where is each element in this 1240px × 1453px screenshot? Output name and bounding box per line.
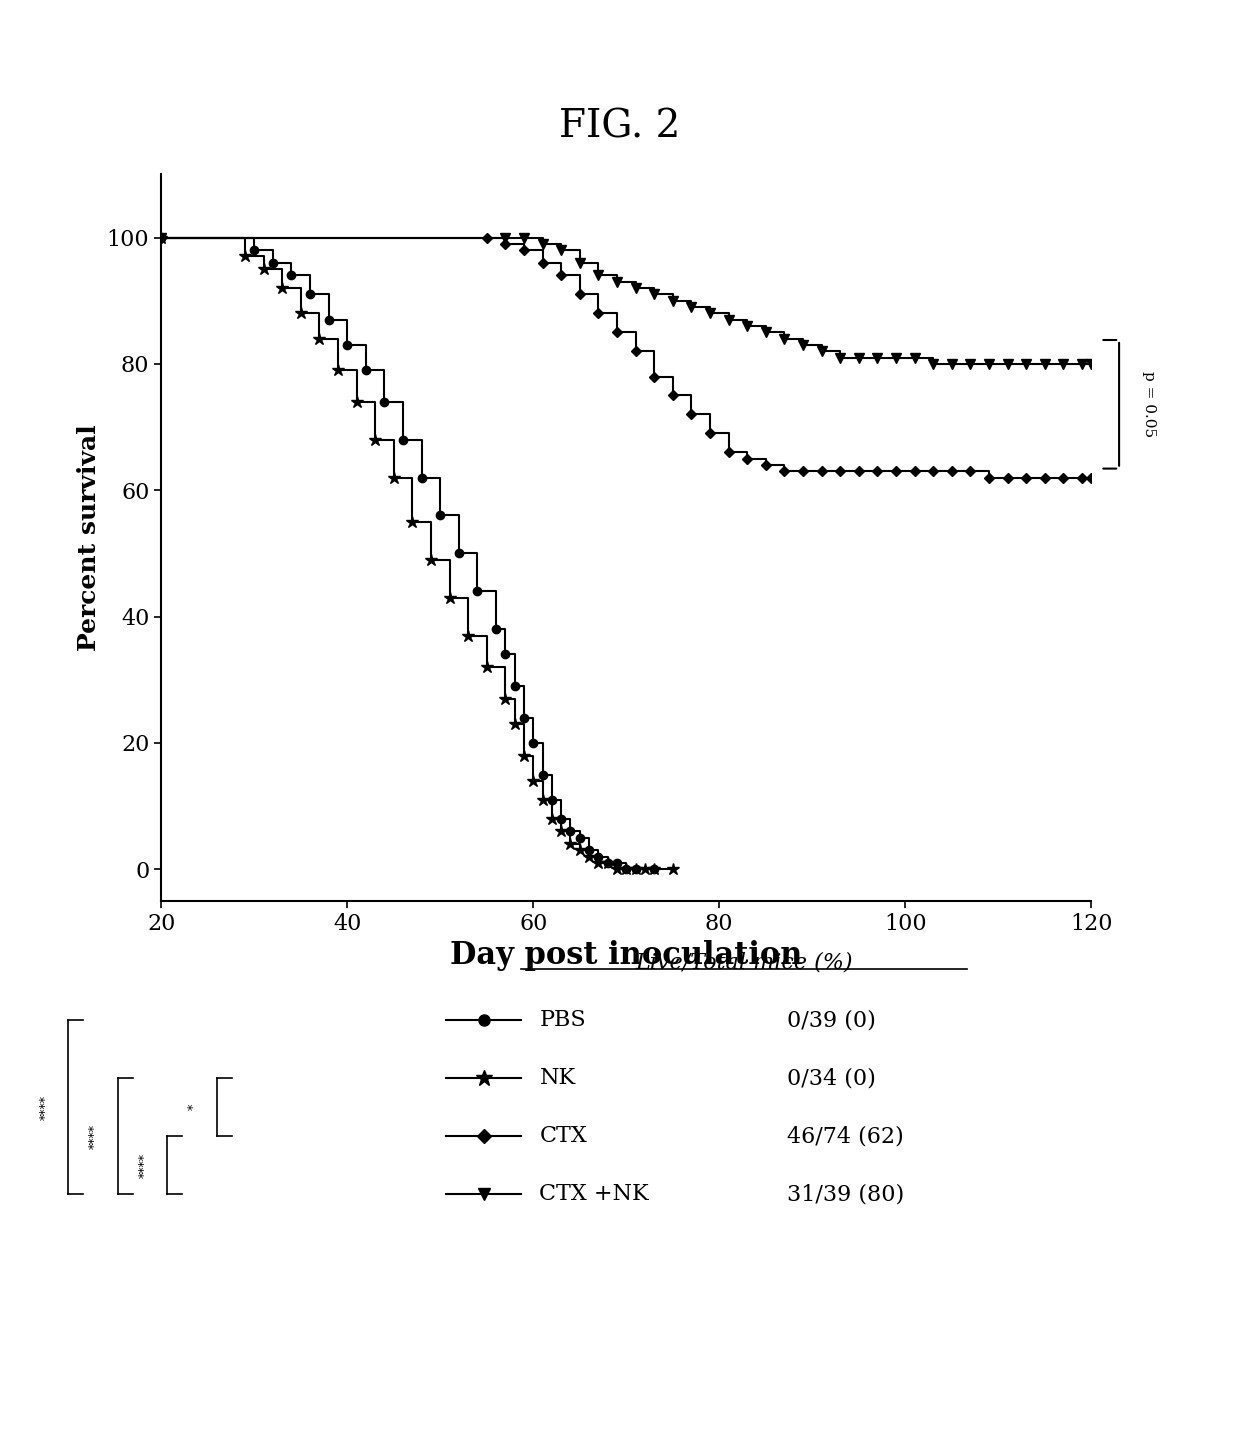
Text: 0/39 (0): 0/39 (0) — [787, 1008, 877, 1032]
Y-axis label: Percent survival: Percent survival — [77, 424, 102, 651]
Text: p = 0.05: p = 0.05 — [1142, 371, 1157, 437]
Text: ****: **** — [139, 1152, 151, 1178]
Text: Live/Total mice (%): Live/Total mice (%) — [635, 952, 853, 974]
Text: 0/34 (0): 0/34 (0) — [787, 1067, 877, 1090]
Text: 46/74 (62): 46/74 (62) — [787, 1125, 904, 1148]
X-axis label: Day post inoculation: Day post inoculation — [450, 940, 802, 971]
Text: CTX: CTX — [539, 1125, 588, 1148]
Text: *: * — [188, 1104, 201, 1110]
Text: NK: NK — [539, 1067, 575, 1090]
Text: ****: **** — [40, 1094, 52, 1120]
Text: 31/39 (80): 31/39 (80) — [787, 1183, 905, 1206]
Text: ****: **** — [89, 1123, 102, 1149]
Text: FIG. 2: FIG. 2 — [559, 109, 681, 145]
Text: PBS: PBS — [539, 1008, 587, 1032]
Text: CTX +NK: CTX +NK — [539, 1183, 649, 1206]
